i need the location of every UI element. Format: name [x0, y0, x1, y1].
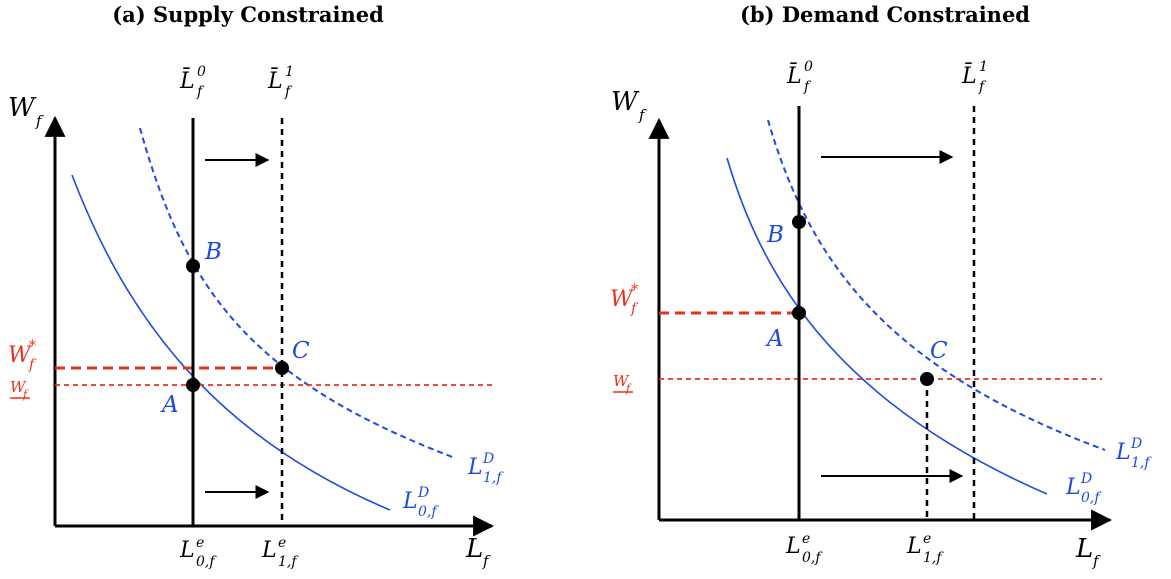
svg-text:1,f: 1,f: [278, 554, 299, 570]
svg-text:0: 0: [804, 59, 813, 75]
svg-text:W: W: [610, 287, 635, 312]
point-a-label: A: [160, 392, 179, 418]
supply-label-0: L̄ 0 f: [786, 59, 813, 95]
curve-label-0: L D 0,f: [402, 485, 439, 520]
svg-text:f: f: [638, 106, 647, 124]
panel-b: (b) Demand Constrained B A C W f L f: [610, 2, 1152, 570]
point-b-label: B: [766, 222, 784, 248]
panel-a: (a) Supply Constrained B A C W f L f: [8, 2, 504, 570]
svg-text:0,f: 0,f: [1081, 490, 1102, 506]
svg-text:L: L: [402, 489, 418, 514]
demand-curve-0: [726, 157, 1048, 495]
point-b: [186, 259, 200, 273]
svg-text:W: W: [8, 343, 33, 368]
svg-text:W: W: [611, 87, 640, 117]
svg-text:e: e: [196, 535, 204, 551]
supply-label-1: L̄ 1 f: [961, 59, 988, 95]
point-c-label: C: [292, 338, 310, 364]
svg-text:f: f: [22, 388, 29, 401]
svg-text:L: L: [1075, 534, 1093, 564]
x-tick-1: L e 1,f: [906, 531, 944, 566]
svg-text:D: D: [482, 451, 494, 467]
panel-a-title: (a) Supply Constrained: [112, 2, 384, 27]
point-b: [792, 215, 806, 229]
supply-label-0: L̄ 0 f: [179, 64, 206, 100]
svg-text:L: L: [906, 534, 922, 559]
svg-text:L: L: [179, 538, 195, 563]
svg-text:f: f: [1092, 552, 1101, 570]
svg-text:D: D: [1130, 436, 1142, 452]
svg-text:0: 0: [197, 64, 206, 80]
svg-text:e: e: [278, 535, 286, 551]
point-a: [792, 306, 806, 320]
svg-text:L: L: [1065, 475, 1081, 500]
point-b-label: B: [204, 239, 222, 265]
demand-curve-1: [139, 127, 456, 459]
svg-text:L̄: L̄: [267, 67, 283, 94]
point-c: [920, 372, 934, 386]
curve-label-0: L D 0,f: [1065, 471, 1102, 506]
svg-text:*: *: [29, 338, 36, 354]
svg-text:D: D: [1080, 471, 1092, 487]
wage-min-label: W f: [613, 372, 633, 395]
y-axis-label: W f: [611, 87, 647, 124]
wage-min-label: W f: [10, 378, 30, 401]
svg-text:f: f: [284, 84, 293, 100]
svg-text:f: f: [630, 301, 639, 317]
svg-text:1,f: 1,f: [1131, 455, 1152, 471]
point-c: [275, 361, 289, 375]
curve-label-1: L D 1,f: [1115, 436, 1152, 471]
svg-text:*: *: [631, 282, 638, 298]
svg-text:0,f: 0,f: [418, 504, 439, 520]
svg-text:L̄: L̄: [786, 62, 802, 89]
wage-star-label: W * f: [8, 338, 37, 373]
x-axis-label: L f: [1075, 534, 1101, 570]
svg-text:f: f: [803, 79, 812, 95]
svg-text:D: D: [417, 485, 429, 501]
point-a-label: A: [765, 326, 784, 352]
svg-text:1: 1: [285, 64, 294, 80]
curve-label-1: L D 1,f: [467, 451, 504, 486]
svg-text:L: L: [467, 455, 483, 480]
demand-curve-1: [767, 119, 1106, 451]
svg-text:1: 1: [979, 59, 988, 75]
svg-text:f: f: [196, 84, 205, 100]
svg-text:f: f: [28, 357, 37, 373]
wage-star-label: W * f: [610, 282, 639, 317]
x-tick-0: L e 0,f: [179, 535, 217, 570]
x-axis-label: L f: [465, 534, 491, 570]
svg-text:e: e: [923, 531, 931, 547]
supply-label-1: L̄ 1 f: [267, 64, 294, 100]
svg-text:L: L: [1115, 440, 1131, 465]
point-a: [186, 378, 200, 392]
svg-text:f: f: [978, 79, 987, 95]
svg-text:0,f: 0,f: [802, 550, 823, 566]
point-c-label: C: [930, 338, 948, 364]
svg-text:W: W: [613, 372, 630, 390]
x-tick-0: L e 0,f: [785, 531, 823, 566]
svg-text:L̄: L̄: [961, 62, 977, 89]
svg-text:f: f: [625, 382, 632, 395]
svg-text:f: f: [482, 552, 491, 570]
svg-text:0,f: 0,f: [196, 554, 217, 570]
svg-text:f: f: [35, 112, 44, 130]
x-tick-1: L e 1,f: [261, 535, 299, 570]
demand-curve-0: [71, 174, 391, 511]
svg-text:e: e: [802, 531, 810, 547]
svg-text:L: L: [261, 538, 277, 563]
svg-text:L: L: [785, 534, 801, 559]
svg-text:W: W: [8, 93, 37, 123]
svg-text:1,f: 1,f: [923, 550, 944, 566]
svg-text:L: L: [465, 534, 483, 564]
y-axis-label: W f: [8, 93, 44, 130]
svg-text:W: W: [10, 378, 27, 396]
svg-text:1,f: 1,f: [483, 470, 504, 486]
panel-b-title: (b) Demand Constrained: [740, 2, 1030, 27]
svg-text:L̄: L̄: [179, 67, 195, 94]
